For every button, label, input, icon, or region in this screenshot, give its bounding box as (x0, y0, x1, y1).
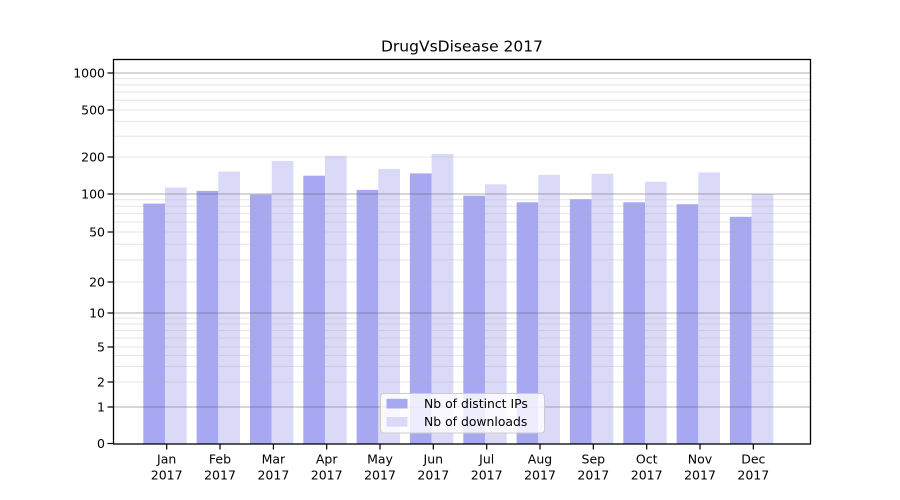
y-tick-label-100: 100 (81, 186, 105, 201)
bar-nb-of-downloads-mar (271, 160, 294, 444)
bar-nb-of-distinct-ips-dec (729, 216, 752, 444)
x-tick-label-month-jan: Jan (156, 452, 176, 467)
y-tick-label-5: 5 (97, 339, 105, 354)
bar-nb-of-distinct-ips-apr (303, 175, 325, 444)
bar-nb-of-downloads-dec (751, 194, 774, 444)
x-tick-label-month-dec: Dec (741, 452, 765, 467)
bar-nb-of-downloads-nov (698, 172, 720, 444)
chart-title: DrugVsDisease 2017 (381, 38, 543, 56)
bar-nb-of-distinct-ips-jun (409, 173, 432, 444)
x-tick-label-month-feb: Feb (209, 452, 231, 467)
y-tick-label-2: 2 (97, 374, 105, 389)
bar-nb-of-distinct-ips-nov (676, 204, 699, 444)
bar-nb-of-downloads-sep (591, 173, 614, 445)
x-tick-label-month-jul: Jul (478, 452, 494, 467)
x-tick-label-year-apr: 2017 (311, 468, 343, 483)
x-tick-label-year-nov: 2017 (684, 468, 716, 483)
bar-nb-of-distinct-ips-mar (250, 194, 272, 444)
x-tick-label-month-sep: Sep (582, 452, 606, 467)
plot-border (112, 58, 812, 445)
legend-box (380, 393, 545, 434)
legend-swatch-nb-of-distinct-ips (386, 398, 408, 409)
bar-nb-of-downloads-aug (538, 174, 560, 444)
y-tick-label-1000: 1000 (73, 65, 105, 80)
x-tick-label-month-may: May (367, 452, 393, 467)
y-tick-label-1: 1 (97, 399, 105, 414)
bar-nb-of-distinct-ips-jul (463, 195, 485, 444)
bar-nb-of-distinct-ips-feb (196, 190, 219, 444)
x-tick-label-year-oct: 2017 (631, 468, 663, 483)
x-tick-label-year-jul: 2017 (471, 468, 503, 483)
bar-nb-of-downloads-jan (165, 187, 187, 444)
legend-swatch-nb-of-downloads (386, 417, 408, 427)
bar-nb-of-downloads-jul (485, 184, 507, 445)
bar-nb-of-distinct-ips-aug (516, 202, 539, 444)
x-tick-label-year-jun: 2017 (417, 468, 449, 483)
bar-nb-of-distinct-ips-jan (143, 203, 165, 444)
y-tick-label-0: 0 (97, 436, 105, 451)
x-tick-label-month-apr: Apr (316, 452, 338, 467)
x-tick-label-month-aug: Aug (528, 452, 552, 467)
bar-nb-of-distinct-ips-may (356, 189, 379, 444)
x-tick-label-month-jun: Jun (423, 452, 444, 467)
x-tick-label-year-aug: 2017 (524, 468, 556, 483)
legend-label-nb-of-distinct-ips: Nb of distinct IPs (424, 396, 528, 411)
y-tick-label-200: 200 (81, 149, 105, 164)
y-tick-label-500: 500 (81, 102, 105, 117)
bar-nb-of-distinct-ips-sep (569, 199, 592, 444)
x-tick-label-year-dec: 2017 (737, 468, 769, 483)
legend-label-nb-of-downloads: Nb of downloads (424, 414, 527, 429)
y-tick-label-20: 20 (89, 274, 105, 289)
x-tick-label-month-oct: Oct (636, 452, 658, 467)
y-tick-label-50: 50 (89, 224, 105, 239)
x-tick-label-year-jan: 2017 (151, 468, 183, 483)
bar-nb-of-downloads-may (378, 168, 400, 444)
bar-nb-of-downloads-feb (218, 171, 240, 444)
x-tick-label-year-feb: 2017 (204, 468, 236, 483)
bar-nb-of-distinct-ips-oct (623, 202, 645, 444)
bar-nb-of-downloads-jun (431, 154, 454, 444)
x-tick-label-month-mar: Mar (262, 452, 286, 467)
bar-nb-of-downloads-apr (325, 155, 347, 444)
x-tick-label-month-nov: Nov (688, 452, 713, 467)
y-tick-label-10: 10 (89, 305, 105, 320)
x-tick-label-year-sep: 2017 (577, 468, 609, 483)
x-tick-label-year-may: 2017 (364, 468, 396, 483)
x-tick-label-year-mar: 2017 (257, 468, 289, 483)
